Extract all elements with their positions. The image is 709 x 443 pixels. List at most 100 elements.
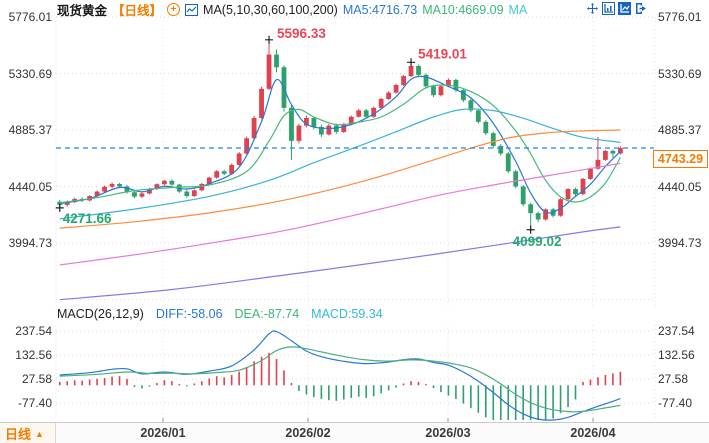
- candle: [453, 79, 459, 91]
- candle: [617, 148, 623, 154]
- candle: [326, 125, 332, 135]
- axis-scale-icon[interactable]: [602, 2, 615, 15]
- macd-axis-label: 27.58: [21, 372, 52, 386]
- pan-icon[interactable]: [586, 2, 599, 15]
- current-price-value: 4743.29: [657, 151, 704, 166]
- cross-marker-icon: [55, 203, 64, 212]
- candle: [595, 159, 601, 169]
- month-label: 2026/03: [425, 426, 471, 440]
- candle: [356, 110, 362, 117]
- candle: [386, 92, 392, 99]
- candle: [535, 213, 541, 220]
- cross-marker-icon: [265, 35, 274, 44]
- candle: [318, 126, 324, 135]
- candle: [603, 150, 608, 160]
- candle: [259, 88, 264, 118]
- candle: [221, 171, 227, 174]
- cross-marker-icon: [407, 58, 416, 67]
- candle: [431, 86, 436, 96]
- macd-panel: [58, 330, 622, 421]
- gridlines: [55, 16, 656, 422]
- candle: [139, 193, 145, 197]
- candle: [161, 180, 167, 185]
- candle: [64, 201, 70, 205]
- candle: [408, 65, 414, 77]
- candle: [490, 133, 496, 146]
- price-annotation: 5419.01: [418, 46, 467, 61]
- price-axis-label: 4440.05: [658, 179, 702, 194]
- candle: [341, 124, 347, 132]
- candle: [513, 171, 519, 187]
- price-annotation: 5596.33: [277, 26, 326, 41]
- price-annotations: 5596.33 5419.01 4271.66 4099.02: [55, 26, 562, 249]
- ma10-value-label: MA10:4669.09: [422, 2, 504, 17]
- plus-circle-icon[interactable]: +: [167, 3, 181, 16]
- candle: [543, 209, 549, 220]
- candle: [363, 110, 369, 117]
- price-axis-label: 4440.05: [8, 179, 52, 194]
- candle: [588, 168, 593, 179]
- candle: [117, 183, 122, 187]
- period-tag[interactable]: 【日线】: [112, 4, 163, 18]
- candle: [296, 125, 302, 141]
- ma-line-ma200: [59, 226, 621, 301]
- ma-line-ma30: [59, 108, 621, 220]
- macd-axis-label: -77.40: [658, 395, 693, 410]
- ma5-value-label: MA5:4716.73: [342, 2, 418, 17]
- kline-indicator-icon[interactable]: [185, 3, 199, 16]
- price-annotation: 4271.66: [63, 211, 112, 226]
- candle: [423, 74, 429, 87]
- candle: [147, 189, 152, 194]
- candle: [580, 178, 586, 195]
- candle: [460, 90, 466, 101]
- ma-settings-label[interactable]: MA(5,10,30,60,100,200): [203, 2, 338, 17]
- period-tab-label: 日线: [5, 427, 32, 442]
- macd-axis-label: 237.54: [15, 324, 52, 338]
- candle: [236, 153, 242, 165]
- export-icon[interactable]: [634, 2, 647, 15]
- macd-axis-label: 132.56: [658, 348, 695, 362]
- ma-lines-layer: [59, 75, 621, 301]
- zoom-mode-icon[interactable]: [618, 2, 631, 15]
- candle: [401, 76, 406, 86]
- ma-line-ma10: [59, 84, 621, 204]
- price-axis-label: 5776.01: [658, 10, 702, 24]
- candle: [468, 100, 474, 111]
- candle: [244, 138, 250, 154]
- ma-line-ma100: [59, 162, 621, 266]
- macd-diff-value: DIFF:-58.06: [155, 307, 223, 321]
- candle: [206, 177, 212, 184]
- candle: [573, 189, 578, 195]
- candle: [505, 153, 511, 172]
- candle: [214, 171, 220, 178]
- candle: [416, 65, 421, 75]
- candle: [610, 150, 616, 154]
- left-price-axis: 5776.01 5330.69 4885.37 4440.05 3994.73 237.5…: [4, 0, 52, 443]
- candle: [348, 116, 354, 125]
- macd-dea-line: [59, 346, 621, 413]
- price-annotation: 4099.02: [513, 234, 562, 249]
- candle: [94, 191, 100, 197]
- price-axis-label: 5776.01: [8, 10, 52, 24]
- candle: [154, 184, 160, 190]
- price-axis-label: 4885.37: [658, 123, 702, 137]
- candle: [132, 192, 137, 197]
- month-label: 2026/04: [570, 426, 616, 440]
- macd-title[interactable]: MACD(26,12,9): [57, 307, 144, 321]
- chart-header: 现货黄金 【日线】 + MA(5,10,30,60,100,200) MA5:4…: [57, 1, 527, 19]
- candle: [184, 191, 190, 197]
- candle: [483, 121, 489, 134]
- price-axis-label: 4885.37: [8, 123, 52, 137]
- symbol-name: 现货黄金: [57, 4, 108, 18]
- candle: [109, 183, 115, 187]
- price-axis-label: 3994.73: [658, 236, 702, 250]
- period-tab[interactable]: 日线 ▲: [0, 423, 56, 443]
- candle: [438, 86, 444, 96]
- macd-dea-value: DEA:-87.74: [234, 307, 300, 321]
- candle: [191, 190, 197, 197]
- candle: [565, 189, 571, 200]
- month-label: 2026/02: [285, 426, 331, 440]
- candle: [289, 107, 294, 141]
